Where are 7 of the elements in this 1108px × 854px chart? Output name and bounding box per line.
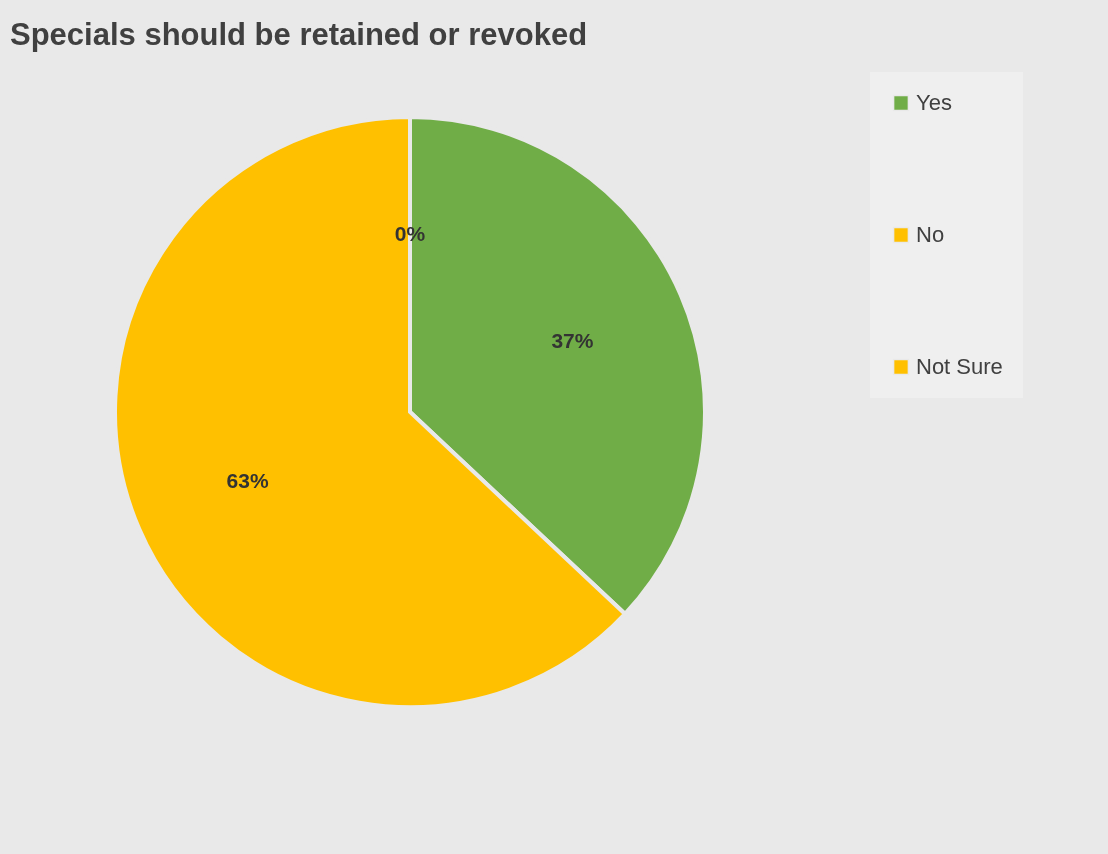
chart-title: Specials should be retained or revoked (10, 17, 588, 52)
legend-label: Yes (916, 90, 952, 115)
legend-label: Not Sure (916, 354, 1003, 379)
legend-label: No (916, 222, 945, 247)
text: 0% (394, 222, 426, 245)
data-label: 37% (551, 328, 594, 352)
data-label: 63% (226, 469, 269, 493)
